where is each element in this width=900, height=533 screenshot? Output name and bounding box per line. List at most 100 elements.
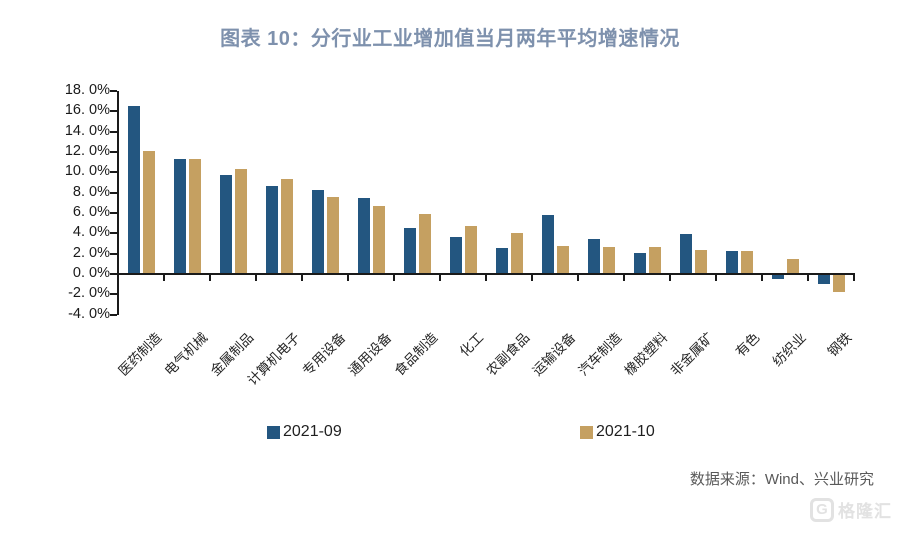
- y-axis-tick: [110, 211, 117, 214]
- x-axis-tick: [623, 275, 625, 281]
- x-axis-category-label: 食品制造: [391, 329, 441, 379]
- data-source-note: 数据来源：Wind、兴业研究: [689, 471, 874, 488]
- x-axis-tick: [531, 275, 533, 281]
- x-axis-category-label: 汽车制造: [575, 329, 625, 379]
- bar-2021-09-有色: [725, 250, 738, 274]
- legend-label: 2021-09: [283, 423, 342, 440]
- y-axis-tick-label: 14. 0%: [64, 122, 110, 139]
- bar-2021-09-农副食品: [495, 247, 508, 274]
- bar-2021-10-汽车制造: [602, 246, 615, 274]
- chart-title: 图表 10：分行业工业增加值当月两年平均增速情况: [220, 28, 680, 50]
- bar-2021-09-钢铁: [817, 275, 830, 285]
- bar-2021-10-计算机电子: [280, 179, 293, 274]
- x-axis-category-label: 专用设备: [299, 329, 349, 379]
- watermark-text: 格隆汇: [838, 502, 892, 521]
- y-axis-tick-label: -4. 0%: [68, 305, 110, 322]
- x-axis-tick: [853, 275, 855, 281]
- bar-2021-09-金属制品: [219, 175, 232, 274]
- x-axis-tick: [807, 275, 809, 281]
- y-axis-tick-label: 8. 0%: [72, 183, 110, 200]
- x-axis-tick: [117, 275, 119, 281]
- gelonghui-watermark: G 格隆汇: [810, 497, 892, 522]
- bar-2021-10-专用设备: [326, 196, 339, 274]
- bar-2021-10-纺织业: [786, 258, 799, 274]
- x-axis-category-label: 钢铁: [824, 329, 855, 360]
- x-axis-category-label: 橡胶塑料: [621, 329, 671, 379]
- g-logo-icon: G: [810, 497, 834, 522]
- x-axis-tick: [301, 275, 303, 281]
- x-axis-tick: [255, 275, 257, 281]
- bar-2021-09-食品制造: [403, 228, 416, 274]
- legend-item-2021-10: 2021-10: [580, 423, 655, 441]
- x-axis-tick: [209, 275, 211, 281]
- y-axis-tick: [110, 313, 117, 316]
- x-axis-tick: [669, 275, 671, 281]
- bar-2021-10-化工: [464, 226, 477, 274]
- x-axis-category-label: 纺织业: [769, 329, 809, 370]
- y-axis-tick: [110, 89, 117, 92]
- y-axis-tick: [110, 232, 117, 235]
- bar-2021-10-食品制造: [418, 214, 431, 274]
- y-axis-tick-label: 12. 0%: [64, 142, 110, 159]
- bar-2021-10-橡胶塑料: [648, 246, 661, 274]
- y-axis-tick-label: 4. 0%: [72, 224, 110, 241]
- y-axis-tick-label: 0. 0%: [72, 265, 110, 281]
- x-axis-tick: [485, 275, 487, 281]
- x-axis-tick: [439, 275, 441, 281]
- y-axis-tick-label: 2. 0%: [72, 244, 110, 261]
- bar-2021-10-医药制造: [142, 150, 155, 274]
- y-axis-tick: [110, 171, 117, 174]
- bar-2021-10-金属制品: [234, 169, 247, 274]
- bar-2021-10-运输设备: [556, 245, 569, 274]
- x-axis-category-label: 非金属矿: [667, 329, 717, 379]
- bar-2021-09-通用设备: [357, 197, 370, 274]
- y-axis-tick-label: 16. 0%: [64, 102, 110, 119]
- x-axis-category-label: 运输设备: [529, 329, 579, 379]
- x-axis-tick: [715, 275, 717, 281]
- bar-2021-09-计算机电子: [265, 185, 278, 274]
- x-axis-tick: [347, 275, 349, 281]
- y-axis-tick: [110, 150, 117, 153]
- bar-2021-10-农副食品: [510, 233, 523, 274]
- y-axis-tick-label: 6. 0%: [72, 203, 110, 220]
- x-axis-line: [117, 273, 855, 275]
- bar-2021-09-纺织业: [771, 275, 784, 280]
- legend-swatch-2021-10: [580, 425, 593, 439]
- y-axis-tick: [110, 273, 117, 275]
- y-axis-tick: [110, 252, 117, 255]
- legend-item-2021-09: 2021-09: [267, 423, 342, 441]
- legend-swatch-2021-09: [267, 425, 280, 439]
- y-axis-tick-label: 18. 0%: [64, 81, 110, 98]
- x-axis-tick: [761, 275, 763, 281]
- y-axis-line: [116, 91, 119, 315]
- bar-2021-09-运输设备: [541, 215, 554, 274]
- bar-2021-10-有色: [740, 250, 753, 274]
- y-axis-tick-label: -2. 0%: [68, 285, 110, 302]
- x-axis-category-label: 通用设备: [345, 329, 395, 379]
- x-axis-tick: [393, 275, 395, 281]
- x-axis-tick: [577, 275, 579, 281]
- x-axis-category-label: 有色: [732, 329, 763, 360]
- y-axis-tick: [110, 110, 117, 113]
- bar-2021-10-钢铁: [832, 275, 845, 293]
- bar-2021-10-电气机械: [188, 159, 201, 274]
- bar-2021-09-医药制造: [127, 106, 140, 274]
- x-axis-category-label: 电气机械: [161, 329, 211, 379]
- x-axis-category-label: 化工: [456, 329, 487, 360]
- y-axis-tick-label: 10. 0%: [64, 163, 110, 180]
- bar-2021-09-橡胶塑料: [633, 252, 646, 274]
- bar-2021-09-专用设备: [311, 189, 324, 274]
- bar-2021-10-非金属矿: [694, 249, 707, 274]
- legend-label: 2021-10: [596, 423, 655, 440]
- x-axis-tick: [163, 275, 165, 281]
- y-axis-tick: [110, 191, 117, 194]
- bar-2021-10-通用设备: [372, 205, 385, 274]
- y-axis-tick: [110, 130, 117, 133]
- bar-2021-09-电气机械: [173, 159, 186, 274]
- bar-2021-09-化工: [449, 237, 462, 274]
- x-axis-category-label: 农副食品: [483, 329, 533, 379]
- y-axis-tick: [110, 293, 117, 296]
- x-axis-category-label: 医药制造: [115, 329, 165, 379]
- bar-2021-09-非金属矿: [679, 234, 692, 274]
